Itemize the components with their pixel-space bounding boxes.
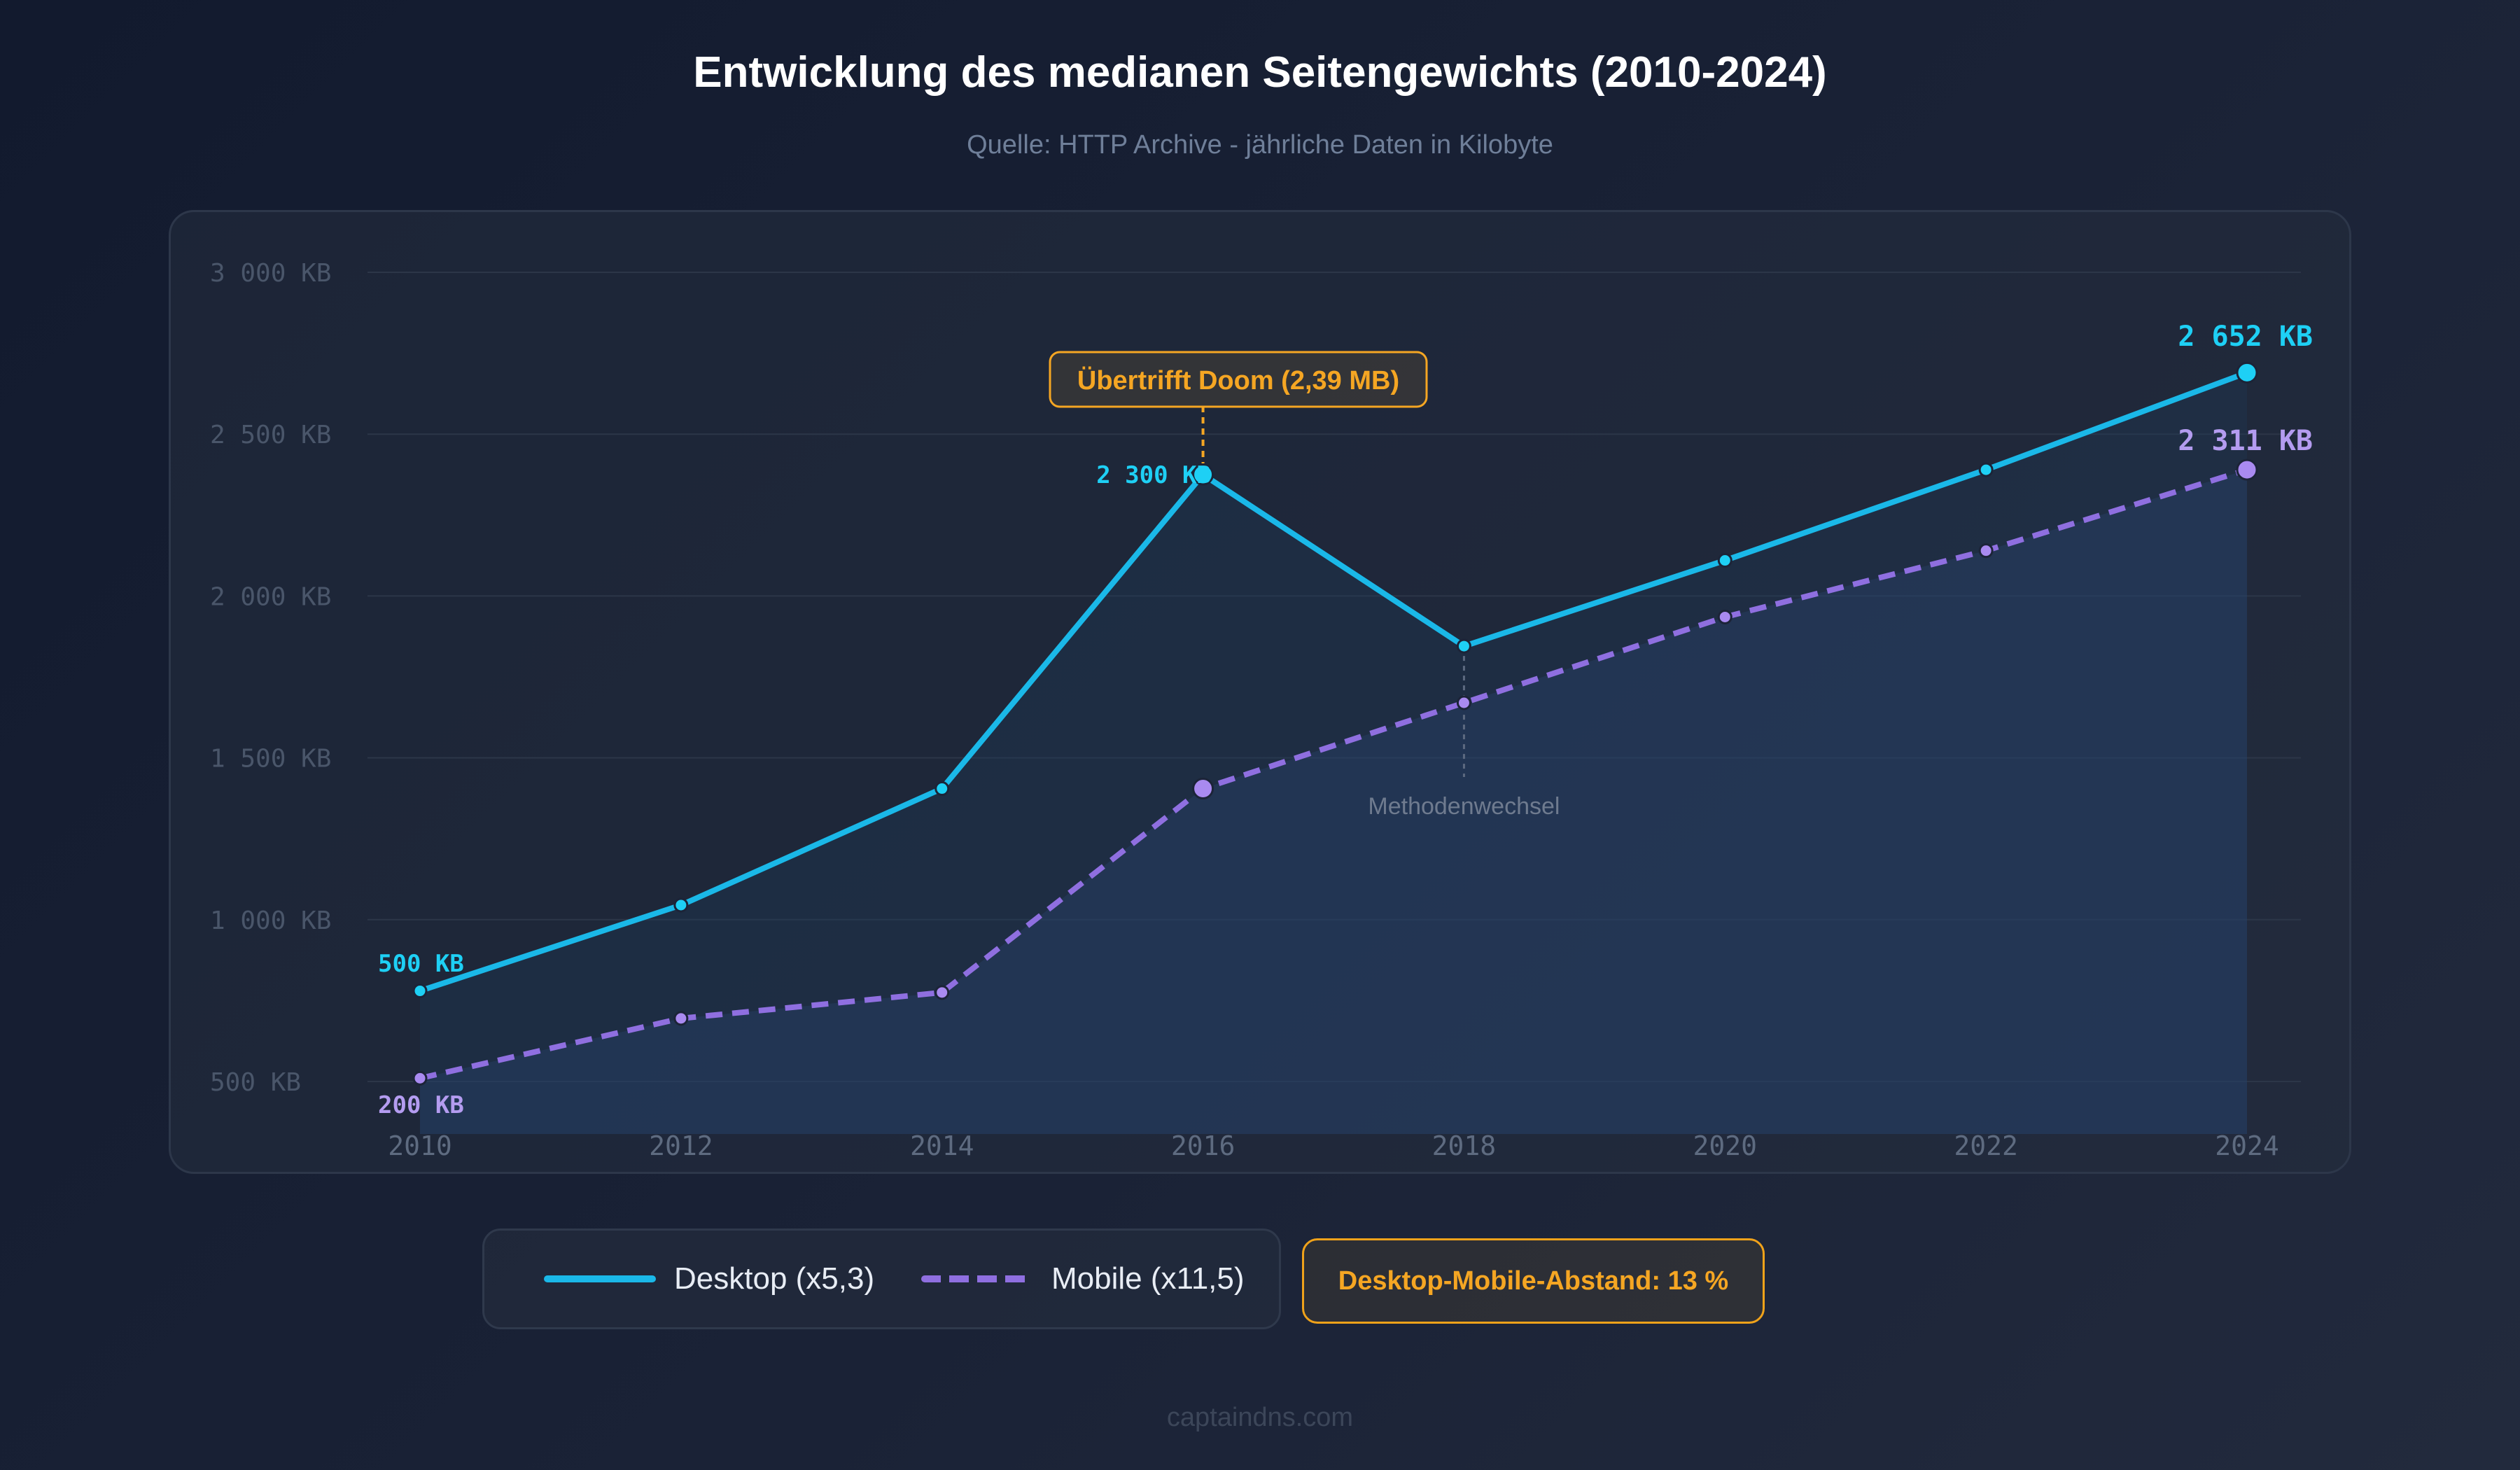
mobile-point xyxy=(412,1070,428,1086)
y-tick-label: 1 000 KB xyxy=(210,906,331,935)
legend-item-mobile: Mobile (x11,5) xyxy=(921,1231,1245,1327)
y-tick-label: 1 500 KB xyxy=(210,745,331,774)
mobile-point xyxy=(934,985,950,1000)
method-change-label: Methodenwechsel xyxy=(1368,793,1560,820)
legend-swatch-mobile xyxy=(921,1275,1033,1282)
chart-title: Entwicklung des medianen Seitengewichts … xyxy=(693,48,1827,97)
x-tick-label: 2014 xyxy=(910,1130,974,1161)
doom-callout-text: Übertrifft Doom (2,39 MB) xyxy=(1077,365,1399,396)
x-tick-label: 2024 xyxy=(2215,1130,2279,1161)
data-label: 2 300 KB xyxy=(1096,461,1211,489)
legend-label-mobile: Mobile (x11,5) xyxy=(1051,1261,1245,1296)
x-tick-label: 2016 xyxy=(1171,1130,1236,1161)
desktop-line xyxy=(419,370,2248,994)
data-label: 2 311 KB xyxy=(2178,425,2313,457)
legend-swatch-desktop xyxy=(544,1275,656,1282)
desktop-point xyxy=(1192,463,1214,486)
desktop-point xyxy=(1456,638,1471,654)
chart-subtitle: Quelle: HTTP Archive - jährliche Daten i… xyxy=(967,130,1553,160)
y-tick-label: 2 000 KB xyxy=(210,582,331,611)
data-label: 200 KB xyxy=(378,1091,464,1119)
desktop-point xyxy=(934,781,950,797)
mobile-point xyxy=(673,1011,689,1026)
gap-badge: Desktop-Mobile-Abstand: 13 % xyxy=(1302,1238,1765,1324)
desktop-point xyxy=(412,983,428,999)
desktop-point xyxy=(673,897,689,913)
y-tick-label: 2 500 KB xyxy=(210,421,331,449)
mobile-point xyxy=(1978,543,1994,559)
desktop-area xyxy=(420,372,2247,1134)
desktop-point xyxy=(1717,553,1732,568)
data-label: 500 KB xyxy=(378,950,464,978)
x-tick-label: 2012 xyxy=(649,1130,713,1161)
x-tick-label: 2018 xyxy=(1432,1130,1497,1161)
desktop-point xyxy=(1978,462,1994,477)
mobile-point xyxy=(1192,778,1214,800)
mobile-point xyxy=(1717,609,1732,624)
x-tick-label: 2022 xyxy=(1954,1130,2018,1161)
legend-item-desktop: Desktop (x5,3) xyxy=(544,1231,874,1327)
data-label: 2 652 KB xyxy=(2178,321,2313,353)
x-tick-label: 2020 xyxy=(1693,1130,1758,1161)
doom-callout-box xyxy=(1049,351,1428,408)
mobile-line xyxy=(419,467,2248,1082)
legend-label-desktop: Desktop (x5,3) xyxy=(674,1261,875,1296)
legend: Desktop (x5,3) Mobile (x11,5) xyxy=(482,1228,1281,1329)
mobile-area xyxy=(420,470,2247,1134)
footer-watermark: captaindns.com xyxy=(1166,1403,1354,1432)
y-tick-label: 500 KB xyxy=(210,1068,301,1097)
x-tick-label: 2010 xyxy=(388,1130,452,1161)
mobile-point xyxy=(1456,695,1471,710)
desktop-point xyxy=(2236,361,2258,384)
mobile-point xyxy=(2236,458,2258,481)
chart-panel xyxy=(169,210,2351,1174)
y-tick-label: 3 000 KB xyxy=(210,259,331,288)
